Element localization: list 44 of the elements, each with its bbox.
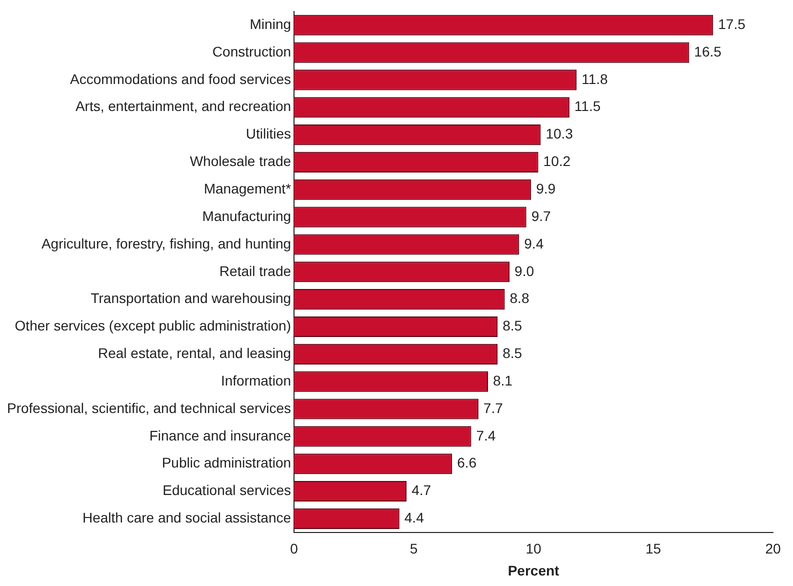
y-tick-label: Finance and insurance [149, 427, 292, 444]
y-tick-label: Wholesale trade [190, 153, 292, 170]
data-label: 10.3 [546, 126, 574, 142]
data-label: 9.7 [531, 208, 551, 224]
y-tick-label: Arts, entertainment, and recreation [75, 98, 292, 114]
y-tick-label: Transportation and warehousing [90, 290, 292, 306]
x-tick-label: 0 [290, 540, 298, 557]
y-tick-label: Educational services [162, 482, 292, 498]
x-tick-label: 15 [645, 540, 662, 557]
y-tick-label: Construction [212, 43, 292, 60]
y-tick-label: Mining [250, 16, 292, 32]
data-label: 10.2 [543, 153, 571, 170]
data-label: 11.8 [582, 70, 608, 87]
data-label: 7.7 [483, 400, 504, 416]
y-tick-label: Other services (except public administration) [14, 318, 292, 334]
data-label: 8.8 [510, 290, 530, 306]
x-tick-label: 20 [765, 540, 781, 557]
y-tick-label: Utilities [246, 126, 292, 142]
y-tick-label: Information [220, 372, 292, 388]
data-label: 6.6 [457, 454, 477, 471]
y-tick-label: Management* [204, 180, 292, 196]
data-label: 4.4 [404, 510, 424, 526]
y-tick-label: Real estate, rental, and leasing [98, 345, 292, 362]
x-tick-label: 10 [526, 540, 542, 557]
y-tick-label: Public administration [162, 454, 292, 471]
data-label: 8.1 [493, 372, 513, 388]
data-label: 9.9 [536, 180, 556, 196]
y-tick-label: Retail trade [219, 262, 292, 279]
data-label: 9.4 [524, 235, 544, 252]
data-label: 8.5 [502, 318, 522, 334]
y-tick-label: Professional, scientific, and technical services [6, 400, 292, 416]
data-label: 16.5 [694, 43, 722, 60]
y-tick-label: Manufacturing [202, 208, 292, 224]
data-label: 11.5 [574, 98, 601, 114]
data-label: 8.5 [502, 345, 522, 362]
data-label: 7.4 [476, 427, 496, 444]
data-label: 17.5 [718, 16, 746, 32]
data-label: 9.0 [514, 262, 534, 279]
data-label: 4.7 [412, 482, 432, 498]
y-tick-label: Health care and social assistance [82, 510, 292, 526]
x-tick-label: 5 [410, 540, 418, 557]
x-axis-title: Percent [508, 562, 560, 578]
y-tick-label: Accommodations and food services [70, 70, 292, 87]
y-tick-label: Agriculture, forestry, fishing, and hunting [41, 235, 292, 252]
